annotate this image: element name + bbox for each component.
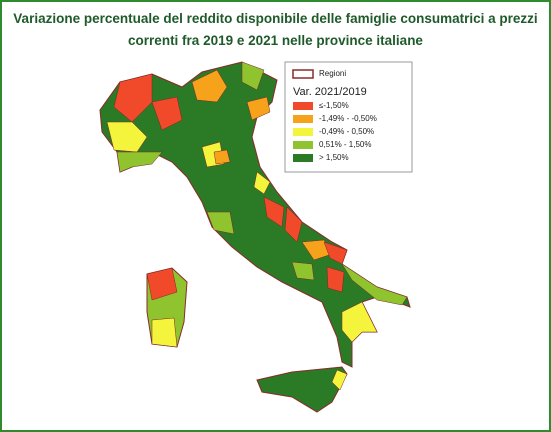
legend-swatch bbox=[293, 128, 313, 136]
legend-boundary-swatch bbox=[292, 69, 314, 79]
legend-boundary-label: Regioni bbox=[319, 69, 346, 78]
legend-label: -1,49% - -0,50% bbox=[319, 114, 377, 123]
italy-map bbox=[99, 61, 411, 368]
legend-label: -0,49% - 0,50% bbox=[319, 127, 374, 136]
legend-swatch bbox=[293, 102, 313, 110]
title-line: Variazione percentuale del reddito dispo… bbox=[13, 11, 538, 26]
sardinia bbox=[146, 267, 188, 348]
legend-title: Var. 2021/2019 bbox=[293, 86, 367, 98]
legend-swatch bbox=[293, 141, 313, 149]
title-line: correnti fra 2019 e 2021 nelle province … bbox=[128, 33, 423, 48]
legend-label: ≤-1,50% bbox=[319, 101, 349, 110]
title: Variazione percentuale del reddito dispo… bbox=[2, 8, 549, 52]
legend-swatch bbox=[293, 154, 313, 162]
legend-label: > 1,50% bbox=[319, 153, 349, 162]
legend-swatch bbox=[293, 115, 313, 123]
legend-label: 0,51% - 1,50% bbox=[319, 140, 371, 149]
sicily bbox=[256, 366, 348, 413]
legend: Regioni Var. 2021/2019 ≤-1,50% -1,49% - -… bbox=[284, 61, 413, 173]
